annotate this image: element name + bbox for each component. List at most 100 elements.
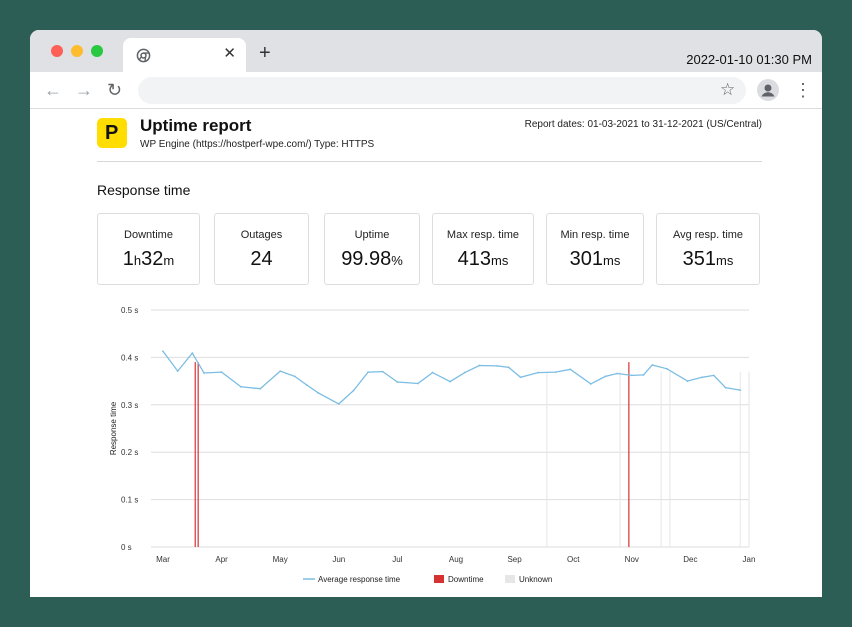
data-point [259, 387, 262, 390]
metric-label: Downtime [124, 229, 173, 241]
x-tick-label: Jun [332, 555, 345, 564]
metric-value: 1h32m [122, 248, 175, 270]
metric-value: 301ms [569, 248, 621, 270]
menu-icon[interactable]: ⋮ [794, 80, 812, 100]
legend-swatch-unknown [505, 575, 515, 583]
monitor-subtitle: WP Engine (https://hostperf-wpe.com/) Ty… [140, 139, 375, 150]
data-point [537, 371, 539, 374]
response-time-line [162, 350, 741, 405]
data-point [616, 372, 619, 375]
browser-toolbar: ← → ↻ ☆ ⋮ [30, 72, 822, 109]
browser-window: ✕ + 2022-01-10 01:30 PM ← → ↻ ☆ ⋮ P Upti… [30, 30, 822, 597]
x-tick-label: Mar [156, 555, 170, 564]
legend-label: Average response time [318, 575, 401, 584]
y-axis-label: Response time [109, 401, 118, 455]
data-point [463, 371, 466, 374]
metric-value: 413ms [457, 248, 509, 270]
metric-card: Uptime 99.98% [324, 213, 420, 285]
data-point [176, 370, 179, 373]
data-point [519, 376, 522, 379]
metric-label: Outages [240, 229, 283, 241]
legend-swatch-downtime [434, 575, 444, 583]
data-point [701, 376, 704, 379]
minimize-window-button[interactable] [71, 45, 83, 57]
y-tick-label: 0.2 s [121, 448, 138, 457]
data-point [712, 374, 715, 377]
data-point [417, 382, 419, 385]
x-tick-label: May [273, 555, 288, 564]
y-tick-label: 0.1 s [121, 496, 138, 505]
data-point [396, 381, 399, 383]
data-point [478, 364, 481, 367]
y-tick-label: 0.4 s [121, 353, 138, 362]
metric-card: Outages 24 [214, 213, 309, 285]
data-point [449, 380, 452, 383]
data-point [352, 389, 355, 392]
x-tick-label: Dec [683, 555, 697, 564]
data-point [220, 371, 223, 373]
legend-label: Downtime [448, 575, 484, 584]
brand-logo: P [97, 118, 127, 148]
data-point [666, 367, 668, 370]
close-window-button[interactable] [51, 45, 63, 57]
report-dates: Report dates: 01-03-2021 to 31-12-2021 (… [524, 119, 762, 130]
data-point [630, 374, 633, 377]
metric-label: Min resp. time [560, 229, 630, 241]
reload-icon[interactable]: ↻ [107, 80, 123, 100]
metric-value: 99.98% [341, 248, 403, 270]
legend-label: Unknown [519, 575, 552, 584]
x-tick-label: Apr [215, 555, 228, 564]
y-tick-label: 0.3 s [121, 401, 138, 410]
data-point [279, 370, 282, 373]
divider [97, 161, 762, 162]
back-icon[interactable]: ← [44, 80, 62, 100]
metric-card: Max resp. time 413ms [432, 213, 534, 285]
page-title: Uptime report [140, 116, 252, 135]
y-tick-label: 0.5 s [121, 306, 138, 315]
data-point [739, 389, 742, 392]
metric-label: Max resp. time [446, 229, 520, 241]
chrome-icon [136, 48, 151, 63]
logo-letter: P [105, 122, 119, 144]
data-point [191, 352, 194, 355]
metric-card: Min resp. time 301ms [546, 213, 644, 285]
x-tick-label: Jan [743, 555, 756, 564]
y-tick-label: 0 s [121, 543, 132, 552]
x-tick-label: Jul [392, 555, 402, 564]
browser-tab[interactable]: ✕ [123, 38, 246, 72]
data-point [162, 350, 164, 353]
profile-icon[interactable] [757, 79, 779, 101]
data-point [569, 368, 572, 371]
x-tick-label: Oct [567, 555, 580, 564]
data-point [293, 375, 296, 378]
metric-label: Avg resp. time [672, 229, 744, 241]
close-icon[interactable]: ✕ [223, 45, 236, 62]
data-point [507, 366, 510, 369]
metric-card: Downtime 1h32m [97, 213, 200, 285]
data-point [686, 380, 689, 382]
metric-value: 351ms [682, 248, 734, 270]
data-point [604, 375, 607, 378]
data-point [240, 385, 242, 388]
data-point [305, 383, 308, 386]
plus-icon[interactable]: + [259, 42, 271, 64]
data-point [381, 370, 384, 373]
address-bar[interactable] [138, 77, 746, 104]
metric-value: 24 [250, 248, 273, 270]
data-point [554, 371, 557, 373]
x-tick-label: Sep [507, 555, 522, 564]
response-time-chart: 0 s 0.1 s 0.2 s 0.3 s 0.4 s 0.5 s Response tim… [109, 306, 756, 584]
x-tick-label: Nov [625, 555, 639, 564]
report-page: P Uptime report WP Engine (https://hostp… [30, 110, 822, 597]
star-icon[interactable]: ☆ [720, 80, 736, 99]
data-point [642, 374, 645, 376]
forward-icon[interactable]: → [75, 80, 93, 100]
tab-strip: ✕ + 2022-01-10 01:30 PM [30, 30, 822, 72]
data-point [431, 371, 434, 374]
data-point [589, 383, 592, 385]
data-point [496, 365, 498, 367]
clock: 2022-01-10 01:30 PM [686, 52, 812, 67]
metric-card: Avg resp. time 351ms [656, 213, 760, 285]
maximize-window-button[interactable] [91, 45, 103, 57]
data-point [367, 371, 369, 373]
